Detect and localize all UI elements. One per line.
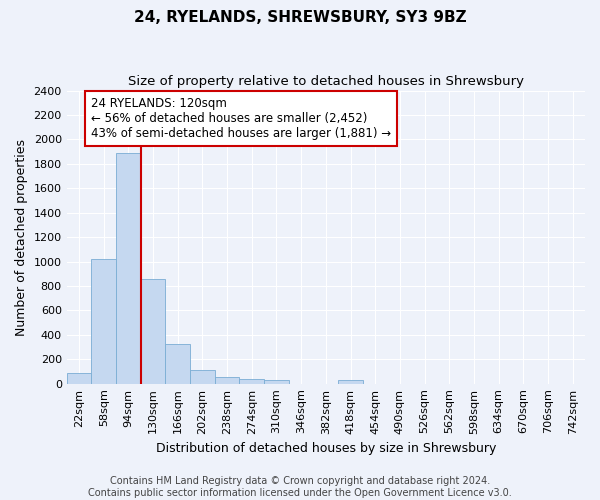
Title: Size of property relative to detached houses in Shrewsbury: Size of property relative to detached ho… — [128, 75, 524, 88]
Bar — [190, 370, 215, 384]
Bar — [239, 379, 264, 384]
Bar — [338, 380, 363, 384]
Text: 24, RYELANDS, SHREWSBURY, SY3 9BZ: 24, RYELANDS, SHREWSBURY, SY3 9BZ — [134, 10, 466, 25]
Text: 24 RYELANDS: 120sqm
← 56% of detached houses are smaller (2,452)
43% of semi-det: 24 RYELANDS: 120sqm ← 56% of detached ho… — [91, 96, 391, 140]
Bar — [116, 153, 141, 384]
Y-axis label: Number of detached properties: Number of detached properties — [15, 138, 28, 336]
X-axis label: Distribution of detached houses by size in Shrewsbury: Distribution of detached houses by size … — [155, 442, 496, 455]
Bar — [166, 344, 190, 384]
Bar — [215, 377, 239, 384]
Bar — [264, 380, 289, 384]
Bar — [67, 374, 91, 384]
Bar — [91, 259, 116, 384]
Text: Contains HM Land Registry data © Crown copyright and database right 2024.
Contai: Contains HM Land Registry data © Crown c… — [88, 476, 512, 498]
Bar — [141, 278, 166, 384]
